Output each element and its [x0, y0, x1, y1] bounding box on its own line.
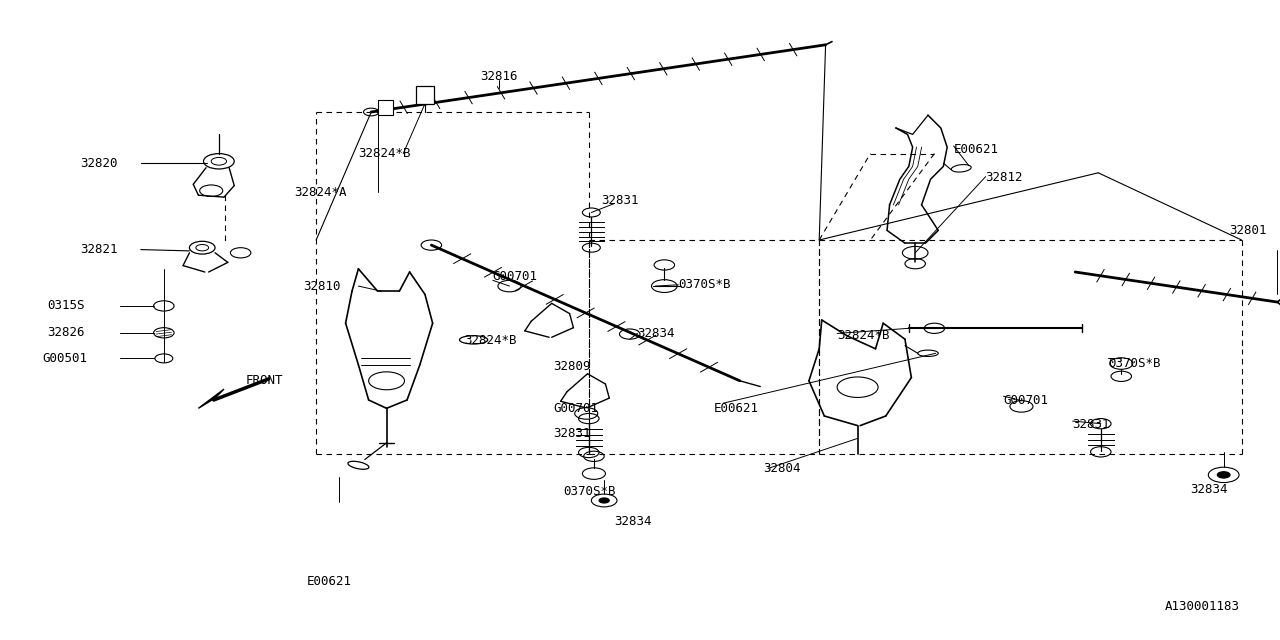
Text: 32816: 32816 [480, 70, 517, 83]
Text: 0315S: 0315S [47, 300, 84, 312]
Circle shape [599, 498, 609, 503]
Text: 32824*B: 32824*B [358, 147, 411, 160]
Text: 32801: 32801 [1229, 224, 1266, 237]
Text: E00621: E00621 [714, 402, 759, 415]
Ellipse shape [951, 164, 972, 172]
Text: G00701: G00701 [493, 270, 538, 283]
Text: 32824*B: 32824*B [837, 329, 890, 342]
Text: 32831: 32831 [553, 428, 590, 440]
Text: 32834: 32834 [1190, 483, 1228, 496]
Text: 32831: 32831 [1073, 419, 1110, 431]
Text: G00701: G00701 [1004, 394, 1048, 406]
Text: 32826: 32826 [47, 326, 84, 339]
Text: 0370S*B: 0370S*B [678, 278, 731, 291]
Text: 32834: 32834 [637, 327, 675, 340]
Text: 32821: 32821 [81, 243, 118, 256]
Text: E00621: E00621 [307, 575, 352, 588]
Text: E00621: E00621 [954, 143, 998, 156]
Text: 0370S*B: 0370S*B [1108, 357, 1161, 370]
Text: G00701: G00701 [553, 402, 598, 415]
Text: G00501: G00501 [42, 352, 87, 365]
Ellipse shape [460, 336, 488, 344]
Text: 32831: 32831 [602, 195, 639, 207]
Text: 32820: 32820 [81, 157, 118, 170]
Text: 0370S*B: 0370S*B [563, 485, 616, 498]
Text: 32824*A: 32824*A [294, 186, 347, 198]
Bar [378, 100, 393, 115]
Text: FRONT: FRONT [246, 374, 283, 387]
Ellipse shape [348, 461, 369, 469]
Text: A130001183: A130001183 [1165, 600, 1240, 613]
Ellipse shape [918, 350, 938, 356]
Text: 32804: 32804 [763, 462, 800, 475]
Bar [416, 86, 434, 104]
Text: 32809: 32809 [553, 360, 590, 372]
Text: 32824*B: 32824*B [465, 334, 517, 347]
Circle shape [1217, 472, 1230, 478]
Text: 32812: 32812 [986, 172, 1023, 184]
Polygon shape [198, 389, 224, 408]
Text: 32834: 32834 [614, 515, 652, 528]
Text: 32810: 32810 [303, 280, 340, 292]
